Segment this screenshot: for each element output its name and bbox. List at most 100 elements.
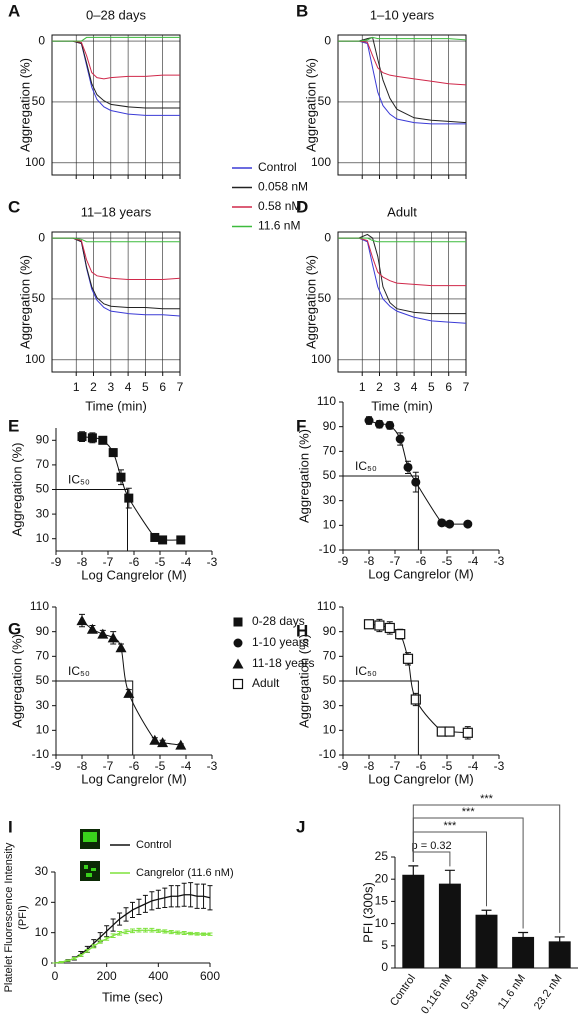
legend-label: Control — [136, 839, 171, 851]
y-tick-label: 20 — [375, 871, 389, 885]
marker — [157, 737, 169, 748]
marker — [176, 535, 186, 545]
marker — [87, 433, 97, 443]
y-tick-label: 30 — [36, 506, 50, 520]
series-line — [52, 237, 181, 317]
y-tick-label: 50 — [318, 291, 332, 305]
plot-frame — [51, 231, 181, 373]
y-tick-label: 50 — [323, 673, 337, 687]
x-tick-label: -8 — [77, 759, 88, 773]
thumbnail-spot — [86, 873, 92, 877]
panel-letter: E — [8, 416, 19, 435]
ic50-annotation: IC₅₀ — [68, 473, 90, 487]
bar — [438, 883, 461, 968]
panel-letter: C — [8, 197, 20, 216]
x-axis-title: Log Cangrelor (M) — [368, 566, 474, 581]
y-tick-label: 30 — [35, 864, 49, 878]
y-axis-title: Aggregation (%) — [9, 443, 24, 537]
plot-frame — [337, 231, 467, 373]
series-line — [338, 233, 466, 315]
x-tick-label: -4 — [468, 554, 479, 568]
x-tick-label: -4 — [181, 555, 192, 569]
marker — [437, 518, 447, 528]
y-axis-title: Aggregation (%) — [296, 429, 311, 523]
series-line — [52, 40, 180, 109]
x-tick-label: -5 — [442, 759, 453, 773]
legend-label: 1-10 years — [252, 635, 309, 649]
marker — [116, 472, 126, 482]
x-tick-label: 3 — [107, 380, 114, 394]
y-tick-label: 90 — [323, 419, 337, 433]
marker — [77, 432, 87, 442]
x-tick-label: 1 — [359, 380, 366, 394]
y-axis-title: Aggregation (%) — [296, 634, 311, 728]
y-axis-title: Aggregation (%) — [303, 58, 318, 152]
x-axis-title: Time (min) — [371, 398, 433, 413]
bar — [548, 941, 571, 968]
panel-letter: A — [8, 1, 20, 20]
chart-title: 11–18 years — [81, 204, 152, 219]
x-tick-label: -9 — [51, 759, 62, 773]
legend-marker — [233, 638, 243, 648]
panel-letter: D — [296, 197, 308, 216]
y-tick-label: 0 — [38, 230, 45, 244]
series-line — [54, 894, 211, 964]
x-tick-label: 5 — [142, 380, 149, 394]
significance-label: *** — [462, 806, 476, 818]
marker — [395, 629, 406, 640]
marker — [403, 462, 413, 472]
marker — [123, 687, 135, 698]
marker — [463, 519, 473, 529]
series-line — [338, 237, 466, 287]
marker — [364, 416, 374, 425]
ic50-line — [56, 680, 134, 755]
ic50-annotation: IC₅₀ — [68, 664, 90, 678]
series-line — [338, 36, 467, 42]
chart-title: Adult — [387, 204, 417, 219]
y-tick-label: 30 — [36, 698, 50, 712]
panel-letter: F — [296, 416, 306, 435]
thumbnail-spot — [91, 868, 96, 871]
x-tick-label: -3 — [494, 554, 505, 568]
x-axis-title: Log Cangrelor (M) — [368, 771, 474, 786]
ic50-line — [56, 489, 128, 551]
legend-label: 11.6 nM — [258, 219, 300, 233]
x-tick-label: -9 — [51, 555, 62, 569]
marker — [76, 615, 88, 626]
bar — [512, 936, 535, 968]
plot-frame — [337, 34, 467, 176]
series-line — [52, 237, 181, 280]
marker — [395, 434, 405, 444]
y-tick-label: 90 — [36, 624, 50, 638]
y-tick-label: 100 — [311, 352, 331, 366]
y-axis-title: Aggregation (%) — [303, 255, 318, 349]
thumbnail-spot — [84, 865, 88, 869]
y-tick-label: 0 — [41, 955, 48, 969]
x-tick-label: -3 — [207, 555, 218, 569]
x-tick-label: Control — [388, 973, 418, 1009]
x-tick-label: 0 — [52, 969, 59, 983]
x-tick-label: -4 — [181, 759, 192, 773]
marker — [444, 726, 455, 737]
x-tick-label: -5 — [155, 555, 166, 569]
panel-letter: H — [296, 621, 308, 640]
y-tick-label: 15 — [375, 894, 389, 908]
x-tick-label: 200 — [97, 969, 117, 983]
y-tick-label: 10 — [36, 531, 50, 545]
y-tick-label: 0 — [38, 33, 45, 47]
panel-letter: G — [8, 619, 21, 638]
marker — [385, 420, 395, 430]
x-tick-label: 3 — [393, 380, 400, 394]
x-tick-label: -8 — [77, 555, 88, 569]
y-tick-label: 100 — [25, 155, 45, 169]
y-tick-label: 10 — [323, 723, 337, 737]
marker — [374, 419, 384, 429]
y-axis-title: Aggregation (%) — [17, 58, 32, 152]
x-tick-label: -8 — [364, 759, 375, 773]
y-tick-label: -10 — [319, 747, 337, 761]
marker — [124, 493, 134, 503]
x-tick-label: -3 — [207, 759, 218, 773]
x-tick-label: 23.2 nM — [532, 973, 565, 1012]
y-tick-label: 10 — [36, 723, 50, 737]
